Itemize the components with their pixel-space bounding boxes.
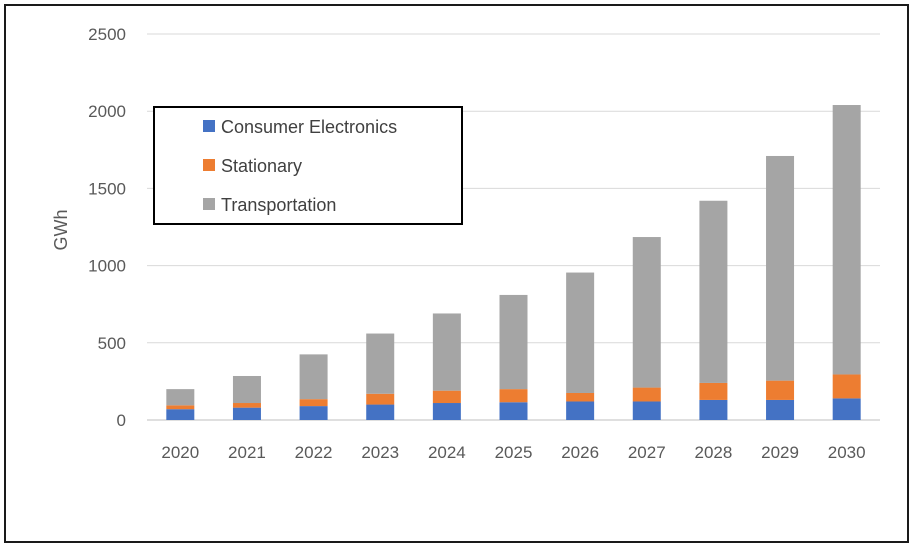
- bar-2024-transportation: [432, 313, 461, 391]
- bar-2025-transportation: [499, 294, 528, 390]
- x-tick-label: 2028: [694, 443, 732, 462]
- y-tick-label: 500: [98, 334, 126, 353]
- bar-2026-consumer-electronics: [566, 401, 595, 420]
- bar-2030-consumer-electronics: [832, 398, 861, 420]
- bar-2029-transportation: [766, 155, 795, 381]
- bar-2029-stationary: [766, 380, 795, 400]
- bar-2028-consumer-electronics: [699, 399, 728, 420]
- bar-2021-transportation: [232, 375, 261, 404]
- y-tick-label: 2500: [88, 25, 126, 44]
- legend-label: Consumer Electronics: [221, 117, 397, 137]
- legend-swatch-stationary: [203, 159, 215, 171]
- bar-2028-stationary: [699, 382, 728, 400]
- bar-2027-stationary: [632, 387, 661, 402]
- y-axis-label: GWh: [51, 209, 71, 250]
- bars: [166, 105, 861, 420]
- bar-2026-stationary: [566, 392, 595, 402]
- x-tick-label: 2021: [228, 443, 266, 462]
- legend-label: Stationary: [221, 156, 302, 176]
- y-tick-label: 0: [117, 411, 126, 430]
- x-tick-label: 2022: [295, 443, 333, 462]
- y-axis-ticks: 0 500 1000 1500 2000 2500: [88, 25, 126, 430]
- bar-2020-transportation: [166, 389, 195, 406]
- x-tick-label: 2025: [495, 443, 533, 462]
- bar-2023-stationary: [366, 393, 395, 405]
- bar-2025-stationary: [499, 389, 528, 403]
- x-tick-label: 2029: [761, 443, 799, 462]
- bar-2022-consumer-electronics: [299, 406, 328, 420]
- bar-2021-consumer-electronics: [232, 407, 261, 420]
- x-tick-label: 2027: [628, 443, 666, 462]
- x-tick-label: 2030: [828, 443, 866, 462]
- chart-frame: [4, 4, 909, 543]
- bar-2022-transportation: [299, 354, 328, 400]
- bar-2030-transportation: [832, 105, 861, 375]
- bar-2028-transportation: [699, 200, 728, 383]
- bar-2021-stationary: [232, 403, 261, 408]
- y-tick-label: 2000: [88, 102, 126, 121]
- bar-2024-consumer-electronics: [432, 403, 461, 420]
- x-axis-ticks: 2020 2021 2022 2023 2024 2025 2026 2027 2028 2029…: [161, 443, 865, 462]
- bar-2022-stationary: [299, 399, 328, 407]
- y-tick-label: 1000: [88, 257, 126, 276]
- bar-2023-consumer-electronics: [366, 404, 395, 420]
- x-tick-label: 2026: [561, 443, 599, 462]
- bar-2020-consumer-electronics: [166, 409, 195, 420]
- bar-2027-transportation: [632, 237, 661, 388]
- bar-2020-stationary: [166, 405, 195, 410]
- bar-2023-transportation: [366, 333, 395, 394]
- x-tick-label: 2024: [428, 443, 466, 462]
- x-tick-label: 2023: [361, 443, 399, 462]
- x-tick-label: 2020: [161, 443, 199, 462]
- y-tick-label: 1500: [88, 179, 126, 198]
- bar-2029-consumer-electronics: [766, 399, 795, 420]
- bar-2030-stationary: [832, 374, 861, 399]
- bar-2027-consumer-electronics: [632, 401, 661, 420]
- legend-swatch-consumer-electronics: [203, 120, 215, 132]
- legend: Consumer Electronics Stationary Transporta…: [153, 106, 463, 225]
- bar-2025-consumer-electronics: [499, 402, 528, 420]
- bar-2026-transportation: [566, 272, 595, 393]
- legend-label: Transportation: [221, 195, 336, 215]
- legend-swatch-transportation: [203, 198, 215, 210]
- bar-2024-stationary: [432, 390, 461, 404]
